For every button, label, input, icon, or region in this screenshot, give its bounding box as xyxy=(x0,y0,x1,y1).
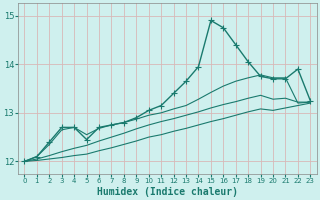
X-axis label: Humidex (Indice chaleur): Humidex (Indice chaleur) xyxy=(97,186,238,197)
